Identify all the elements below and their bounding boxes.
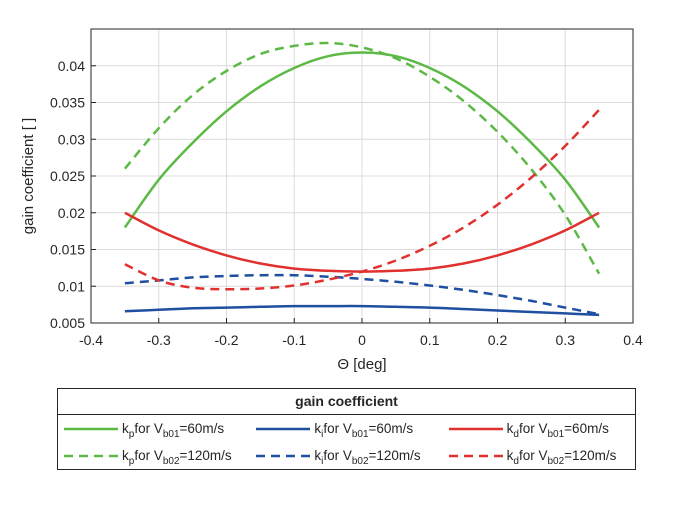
y-tick-label: 0.04 — [58, 58, 85, 74]
y-tick-label: 0.03 — [58, 131, 85, 147]
series-line-kp_v2 — [123, 41, 601, 275]
series-line-kd_v2 — [124, 108, 601, 291]
legend-title: gain coefficient — [58, 389, 635, 415]
x-tick-label: -0.4 — [79, 332, 103, 348]
series-line-ki_v1 — [124, 304, 600, 317]
x-tick-label: -0.1 — [282, 332, 306, 348]
y-tick-label: 0.025 — [50, 168, 85, 184]
series-line-kp_v1 — [123, 51, 601, 229]
y-tick-label: 0.02 — [58, 205, 85, 221]
x-tick-label: -0.2 — [214, 332, 238, 348]
legend-line-swatch — [64, 427, 118, 430]
y-tick-label: 0.005 — [50, 315, 85, 331]
gain-chart: -0.4 -0.3 -0.2 -0.1 0 0.1 0.2 0.3 0.4 0.0050.010… — [20, 28, 643, 373]
x-tick-label: 0.4 — [623, 332, 643, 348]
legend-line-swatch — [64, 454, 118, 457]
y-tick-label: 0.01 — [58, 278, 85, 294]
x-axis-label: Θ [deg] — [337, 356, 386, 373]
series-line-ki_v2 — [124, 273, 600, 316]
x-tick-labels: -0.4 -0.3 -0.2 -0.1 0 0.1 0.2 0.3 0.4 — [79, 318, 643, 348]
legend-line-swatch — [448, 454, 503, 457]
legend-line-swatch — [448, 427, 503, 430]
legend-line-swatch — [256, 454, 311, 457]
x-tick-label: 0.1 — [420, 332, 440, 348]
y-tick-label: 0.015 — [50, 242, 85, 258]
x-tick-label: 0 — [358, 332, 366, 348]
legend-line-swatch — [256, 427, 311, 430]
y-axis-label: gain coefficient [ ] — [20, 118, 37, 234]
series-lines — [123, 41, 601, 317]
x-tick-label: 0.3 — [556, 332, 576, 348]
y-tick-labels: 0.005 0.01 0.015 0.02 0.025 0.03 0.035 0.04 — [50, 58, 96, 331]
x-tick-label: -0.3 — [147, 332, 171, 348]
x-tick-label: 0.2 — [488, 332, 508, 348]
y-tick-label: 0.035 — [50, 95, 85, 111]
